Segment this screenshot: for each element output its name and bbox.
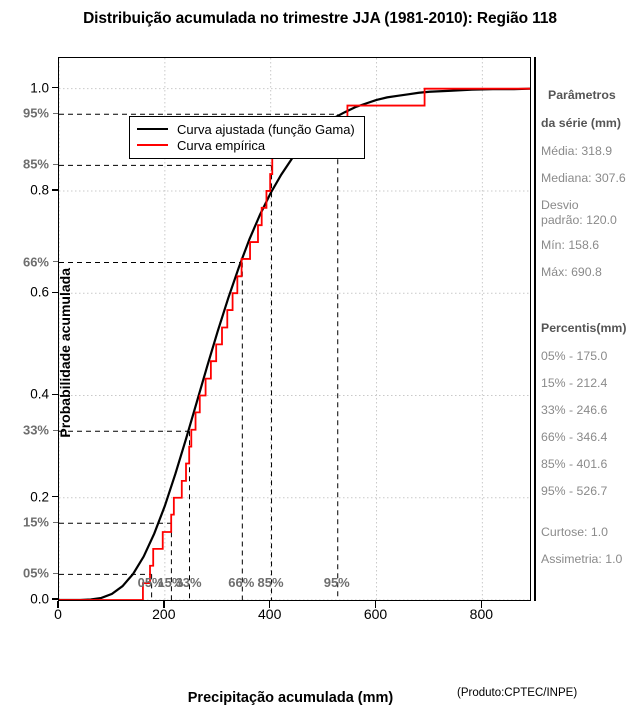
y-tick-label: 0.4 bbox=[30, 386, 49, 402]
y-tick-mark bbox=[52, 87, 58, 89]
stat-media: Média: 318.9 bbox=[541, 144, 613, 158]
stat-max: Máx: 690.8 bbox=[541, 265, 602, 279]
y-percentile-label: 95% bbox=[22, 105, 49, 121]
y-tick-label: 0.2 bbox=[30, 489, 49, 505]
y-tick-label: 0.0 bbox=[30, 591, 49, 607]
x-tick-mark bbox=[163, 601, 165, 608]
parameters-heading-2: da série (mm) bbox=[541, 116, 621, 130]
x-tick-label: 0 bbox=[54, 606, 62, 622]
x-percentile-label: 15% bbox=[157, 575, 184, 590]
y-percentile-tick-mark bbox=[53, 260, 58, 263]
y-tick-mark bbox=[52, 598, 58, 600]
chart-legend: Curva ajustada (função Gama) Curva empír… bbox=[129, 116, 365, 159]
y-tick-mark bbox=[52, 496, 58, 498]
y-percentile-tick-mark bbox=[53, 572, 58, 575]
legend-label-fitted: Curva ajustada (função Gama) bbox=[177, 121, 355, 137]
shape-stats-panel: Curtose: 1.0 Assimetria: 1.0 bbox=[541, 525, 640, 579]
y-tick-mark bbox=[52, 291, 58, 293]
stat-desvio-line2: padrão: 120.0 bbox=[541, 213, 617, 227]
percentile-15: 15% - 212.4 bbox=[541, 376, 608, 390]
x-tick-label: 400 bbox=[257, 606, 282, 622]
legend-swatch-empirical bbox=[137, 143, 168, 147]
chart-svg bbox=[59, 58, 530, 600]
x-percentile-label: 95% bbox=[323, 575, 350, 590]
y-tick-label: 0.8 bbox=[30, 182, 49, 198]
legend-swatch-fitted bbox=[137, 127, 168, 131]
x-percentile-label: 85% bbox=[257, 575, 284, 590]
stat-min: Mín: 158.6 bbox=[541, 238, 600, 252]
x-percentile-label: 66% bbox=[228, 575, 255, 590]
stat-desvio-line1: Desvio bbox=[541, 198, 579, 212]
plot-area: Curva ajustada (função Gama) Curva empír… bbox=[57, 57, 577, 706]
y-percentile-label: 05% bbox=[22, 565, 49, 581]
y-percentile-label: 66% bbox=[22, 254, 49, 270]
x-tick-mark bbox=[269, 601, 271, 608]
y-percentile-label: 15% bbox=[22, 514, 49, 530]
chart-page: Distribuição acumulada no trimestre JJA … bbox=[22, 10, 640, 706]
x-percentile-label: 05% bbox=[137, 575, 164, 590]
x-tick-mark bbox=[480, 601, 483, 608]
percentile-85: 85% - 401.6 bbox=[541, 457, 608, 471]
x-tick-mark bbox=[374, 601, 377, 608]
y-percentile-tick-mark bbox=[53, 163, 58, 166]
panel-divider bbox=[534, 57, 536, 601]
percentile-95: 95% - 526.7 bbox=[541, 484, 608, 498]
y-tick-mark bbox=[52, 189, 58, 191]
y-tick-label: 0.6 bbox=[30, 284, 49, 300]
x-axis-label: Precipitação acumulada (mm) bbox=[187, 690, 394, 706]
stat-curtose: Curtose: 1.0 bbox=[541, 525, 608, 539]
stat-mediana: Mediana: 307.6 bbox=[541, 171, 626, 185]
y-tick-mark bbox=[52, 393, 58, 396]
stat-assimetria: Assimetria: 1.0 bbox=[541, 552, 623, 566]
percentile-66: 66% - 346.4 bbox=[541, 430, 608, 444]
y-percentile-tick-mark bbox=[53, 521, 58, 523]
y-axis-label: Probabilidade acumulada bbox=[57, 268, 73, 438]
legend-item-fitted: Curva ajustada (função Gama) bbox=[137, 121, 355, 137]
percentiles-panel: Percentis(mm) 05% - 175.0 15% - 212.4 33… bbox=[541, 321, 640, 511]
parameters-heading-1: Parâmetros bbox=[548, 88, 616, 102]
x-tick-label: 200 bbox=[152, 606, 176, 622]
percentile-05: 05% - 175.0 bbox=[541, 349, 608, 363]
x-percentile-label: 33% bbox=[175, 575, 202, 590]
y-percentile-tick-mark bbox=[53, 429, 58, 431]
percentile-33: 33% - 246.6 bbox=[541, 403, 608, 417]
y-tick-label: 1.0 bbox=[30, 80, 49, 96]
legend-item-empirical: Curva empírica bbox=[137, 137, 355, 153]
legend-label-empirical: Curva empírica bbox=[177, 137, 266, 153]
x-tick-mark bbox=[57, 601, 59, 608]
credit-note: (Produto:CPTEC/INPE) bbox=[457, 687, 578, 699]
y-percentile-label: 33% bbox=[22, 422, 49, 438]
page-title: Distribuição acumulada no trimestre JJA … bbox=[83, 10, 557, 27]
y-percentile-label: 85% bbox=[22, 156, 49, 172]
y-percentile-tick-mark bbox=[53, 112, 58, 114]
x-tick-label: 600 bbox=[363, 606, 388, 622]
percentiles-heading: Percentis(mm) bbox=[541, 321, 627, 335]
x-tick-label: 800 bbox=[469, 606, 494, 622]
parameters-panel: Parâmetros da série (mm) Média: 318.9 Me… bbox=[541, 88, 640, 292]
